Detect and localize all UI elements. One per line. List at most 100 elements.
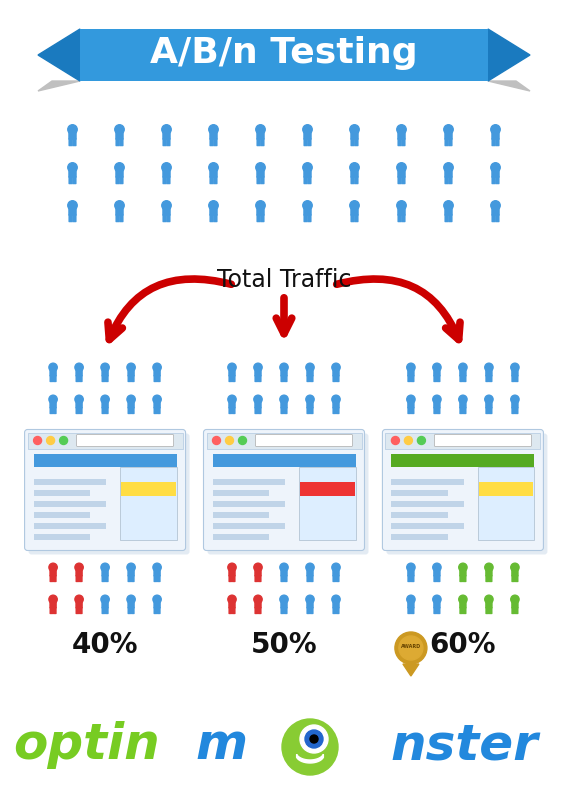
FancyBboxPatch shape [162,205,171,216]
FancyBboxPatch shape [210,138,214,147]
Circle shape [485,563,493,571]
FancyBboxPatch shape [49,567,57,577]
FancyBboxPatch shape [485,399,492,408]
FancyBboxPatch shape [306,399,314,408]
FancyBboxPatch shape [260,138,265,147]
Text: 40%: 40% [72,631,139,659]
FancyBboxPatch shape [34,478,106,485]
FancyBboxPatch shape [232,607,236,614]
FancyBboxPatch shape [511,575,515,582]
FancyBboxPatch shape [303,166,312,178]
FancyBboxPatch shape [127,607,131,614]
Circle shape [127,395,135,403]
Polygon shape [38,29,80,81]
Text: optin: optin [13,721,160,769]
FancyBboxPatch shape [127,399,135,408]
FancyBboxPatch shape [306,575,310,582]
FancyBboxPatch shape [131,607,135,614]
Circle shape [404,437,412,444]
Circle shape [282,719,338,775]
FancyBboxPatch shape [49,599,57,608]
FancyBboxPatch shape [350,205,359,216]
FancyBboxPatch shape [162,177,167,184]
Polygon shape [296,754,323,763]
Circle shape [511,363,519,371]
FancyBboxPatch shape [76,375,80,382]
FancyBboxPatch shape [310,375,314,382]
FancyBboxPatch shape [72,138,77,147]
FancyBboxPatch shape [401,177,406,184]
FancyBboxPatch shape [127,407,131,414]
FancyBboxPatch shape [212,454,356,466]
FancyBboxPatch shape [332,375,336,382]
FancyBboxPatch shape [166,214,170,222]
Circle shape [209,201,218,210]
FancyBboxPatch shape [479,526,533,540]
FancyBboxPatch shape [280,599,288,608]
Circle shape [162,201,171,210]
FancyBboxPatch shape [391,533,448,540]
Circle shape [280,563,288,571]
FancyBboxPatch shape [354,177,358,184]
FancyBboxPatch shape [72,177,77,184]
FancyBboxPatch shape [300,526,354,540]
Circle shape [397,163,406,172]
Circle shape [47,437,55,444]
FancyBboxPatch shape [115,205,124,216]
FancyBboxPatch shape [463,575,466,582]
FancyBboxPatch shape [437,575,441,582]
Circle shape [397,201,406,210]
FancyBboxPatch shape [68,205,77,216]
Circle shape [254,563,262,571]
FancyBboxPatch shape [332,575,336,582]
FancyBboxPatch shape [300,496,354,511]
FancyBboxPatch shape [284,375,287,382]
Polygon shape [488,81,530,91]
FancyBboxPatch shape [332,607,336,614]
FancyBboxPatch shape [407,607,411,614]
FancyBboxPatch shape [303,214,308,222]
FancyBboxPatch shape [332,599,340,608]
Polygon shape [38,81,80,91]
FancyBboxPatch shape [76,366,83,377]
FancyBboxPatch shape [491,214,496,222]
FancyBboxPatch shape [401,138,406,147]
FancyBboxPatch shape [34,489,90,496]
FancyBboxPatch shape [303,205,312,216]
FancyBboxPatch shape [382,429,544,551]
Circle shape [239,437,247,444]
FancyBboxPatch shape [254,599,262,608]
Circle shape [511,563,519,571]
FancyBboxPatch shape [232,575,236,582]
Circle shape [209,163,218,172]
FancyBboxPatch shape [478,466,534,540]
FancyBboxPatch shape [53,575,57,582]
Circle shape [228,395,236,403]
FancyBboxPatch shape [79,575,83,582]
FancyBboxPatch shape [463,407,466,414]
FancyBboxPatch shape [479,482,533,496]
FancyBboxPatch shape [162,214,167,222]
FancyBboxPatch shape [228,407,232,414]
FancyBboxPatch shape [491,128,500,139]
FancyBboxPatch shape [306,366,314,377]
FancyBboxPatch shape [119,177,124,184]
FancyBboxPatch shape [336,375,340,382]
FancyBboxPatch shape [68,214,73,222]
FancyBboxPatch shape [127,375,131,382]
FancyBboxPatch shape [68,138,73,147]
FancyBboxPatch shape [34,511,90,518]
FancyBboxPatch shape [228,567,236,577]
Circle shape [75,395,83,403]
FancyBboxPatch shape [72,214,77,222]
Circle shape [485,395,493,403]
Text: 60%: 60% [429,631,496,659]
FancyBboxPatch shape [105,607,108,614]
FancyBboxPatch shape [332,366,340,377]
FancyBboxPatch shape [68,128,77,139]
Circle shape [306,395,314,403]
Circle shape [49,563,57,571]
FancyBboxPatch shape [258,375,262,382]
FancyBboxPatch shape [127,599,135,608]
FancyBboxPatch shape [511,366,519,377]
